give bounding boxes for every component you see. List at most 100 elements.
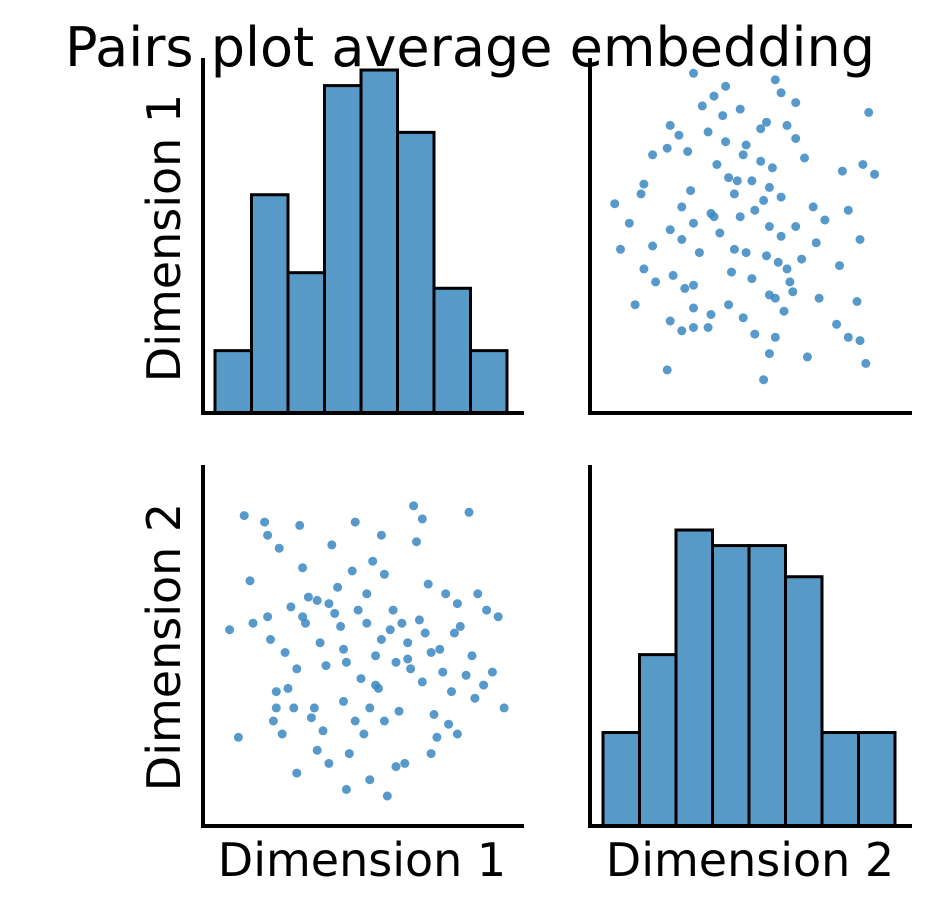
- scatter-bl-point-25: [321, 661, 331, 671]
- scatter-tr-point-75: [776, 88, 786, 98]
- scatter-bl-point-55: [414, 615, 424, 625]
- scatter-tr-point-72: [697, 101, 707, 111]
- scatter-tr-point-53: [724, 173, 734, 183]
- scatter-bl-point-57: [420, 628, 430, 638]
- scatter-tr-point-91: [624, 218, 634, 228]
- scatter-bl-point-1: [225, 625, 235, 635]
- scatter-tr-point-51: [639, 179, 649, 189]
- dim1-hist-bar-8: [469, 349, 509, 415]
- scatter-tr-point-2: [662, 365, 672, 375]
- scatter-bl-point-86: [426, 648, 436, 657]
- scatter-bl-point-88: [341, 784, 351, 794]
- scatter-tr-point-83: [808, 202, 818, 212]
- scatter-tr-point-60: [683, 147, 693, 156]
- scatter-bl-point-8: [268, 716, 278, 726]
- scatter-bl-point-80: [315, 638, 325, 648]
- dim2-hist-bar-6: [784, 575, 824, 828]
- scatter-bl-point-47: [388, 605, 398, 615]
- scatter-bl-point-78: [499, 703, 509, 713]
- scatter-bl-point-69: [461, 670, 471, 680]
- scatter-bl-point-30: [336, 621, 346, 631]
- scatter-bl-point-13: [280, 648, 290, 657]
- scatter-bl-point-24: [318, 726, 328, 736]
- scatter-bl-point-101: [417, 514, 427, 524]
- scatter-tr-point-45: [677, 202, 687, 212]
- scatter-tr-point-20: [788, 287, 798, 297]
- scatter-bl-point-99: [312, 595, 322, 605]
- scatter-tr-point-6: [843, 332, 853, 342]
- scatter-tr-point-57: [756, 156, 766, 166]
- dim1-hist-bar-7: [432, 286, 472, 415]
- scatter-tr-point-28: [773, 257, 783, 267]
- dim1-hist-bar-5: [359, 68, 399, 415]
- dim2-hist-bar-2: [638, 653, 678, 828]
- scatter-bl-point-84: [382, 791, 392, 801]
- scatter-tr-point-73: [791, 98, 801, 108]
- scatter-tr-point-41: [820, 215, 830, 225]
- scatter-tr-point-47: [776, 192, 786, 202]
- scatter-tr-point-61: [662, 143, 672, 153]
- scatter-tr-point-17: [852, 297, 862, 306]
- scatter-tr-point-58: [800, 153, 809, 163]
- scatter-bl-point-16: [292, 664, 302, 674]
- scatter-bl-point-19: [301, 618, 310, 628]
- scatter-tr-point-64: [674, 130, 684, 140]
- scatter-bl-point-38: [359, 729, 369, 739]
- scatter-bl-point-66: [449, 628, 459, 638]
- dim2-hist-bar-5: [747, 544, 787, 828]
- scatter-bl-point-79: [286, 602, 296, 612]
- scatter-tr-point-15: [689, 303, 698, 313]
- dim2-hist-bar-4: [711, 544, 751, 828]
- scatter-tr-point-32: [729, 244, 739, 254]
- chart-title: Pairs plot average embedding: [65, 16, 875, 79]
- scatter-bl-point-54: [409, 501, 419, 511]
- scatter-bl-point-63: [438, 667, 448, 677]
- scatter-bl-point-50: [397, 618, 407, 628]
- scatter-tr-point-89: [630, 300, 640, 310]
- scatter-bl-point-90: [324, 758, 334, 768]
- scatter-tr-point-90: [639, 264, 649, 274]
- scatter-bl-point-95: [371, 680, 381, 690]
- scatter-tr-point-96: [665, 120, 675, 130]
- scatter-tr-point-1: [759, 375, 769, 385]
- scatter-tr-point-67: [782, 120, 792, 130]
- scatter-tr-point-50: [764, 182, 774, 192]
- scatter-bl-point-93: [245, 576, 255, 586]
- scatter-bl-point-51: [400, 758, 410, 768]
- scatter-tr-point-56: [712, 160, 722, 169]
- scatter-tr-point-13: [738, 313, 748, 323]
- scatter-bl-point-92: [391, 762, 401, 772]
- scatter-bl-point-21: [306, 713, 316, 723]
- scatter-tr-point-5: [855, 336, 865, 346]
- scatter-bl-point-27: [327, 540, 337, 550]
- scatter-tr-point-93: [802, 352, 812, 362]
- scatter-bl-point-60: [429, 710, 439, 719]
- scatter-tr-point-98: [747, 176, 757, 186]
- scatter-tr-point-66: [756, 124, 766, 134]
- scatter-tr-point-69: [718, 111, 728, 121]
- scatter-tr-point-9: [689, 323, 698, 332]
- scatter-bl-point-73: [473, 589, 483, 599]
- scatter-bl-point-32: [341, 657, 351, 667]
- scatter-bottom-left: [225, 501, 509, 801]
- axes-bottom-right: [588, 465, 912, 828]
- scatter-bl-point-12: [277, 729, 287, 739]
- scatter-tr-point-24: [668, 270, 678, 280]
- scatter-bl-point-39: [362, 589, 372, 599]
- scatter-tr-point-54: [870, 169, 880, 179]
- scatter-tr-point-101: [858, 160, 868, 169]
- scatter-bl-point-42: [371, 651, 381, 661]
- histogram-dimension-2: [601, 528, 897, 828]
- scatter-tr-point-80: [747, 274, 757, 284]
- scatter-tr-point-12: [665, 316, 675, 326]
- scatter-bl-point-76: [487, 667, 497, 677]
- scatter-bl-point-33: [344, 749, 354, 759]
- histogram-dimension-1: [213, 68, 509, 415]
- scatter-bl-point-6: [263, 530, 273, 540]
- scatter-bl-point-94: [298, 563, 308, 573]
- scatter-tr-point-100: [843, 205, 853, 215]
- scatter-bl-point-91: [365, 775, 375, 785]
- scatter-tr-point-14: [706, 310, 716, 319]
- dim1-hist-bar-4: [323, 84, 363, 415]
- scatter-tr-point-29: [797, 254, 807, 264]
